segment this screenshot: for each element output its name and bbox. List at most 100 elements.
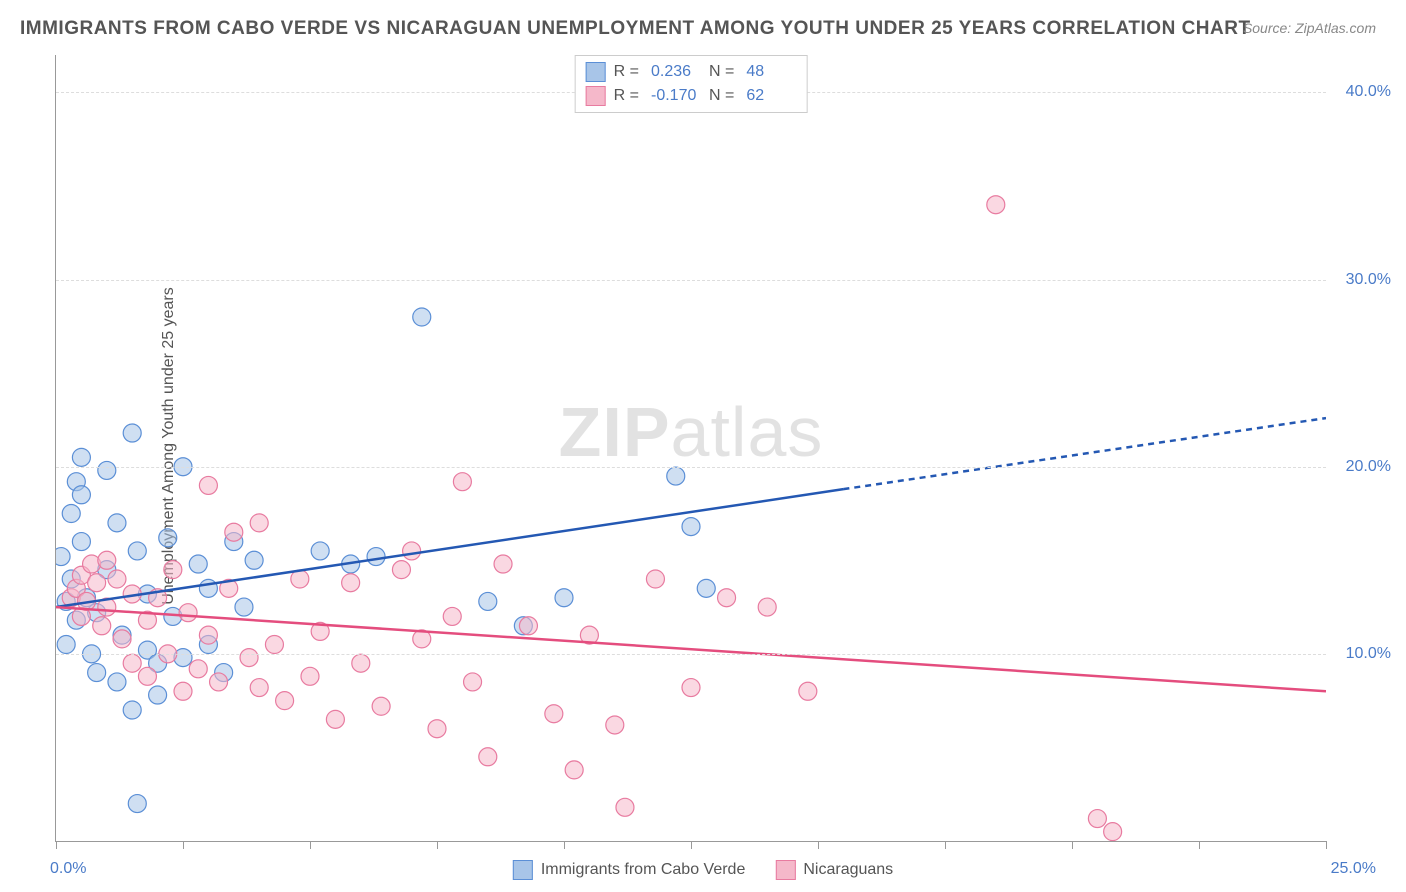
scatter-point xyxy=(210,673,228,691)
scatter-point xyxy=(413,308,431,326)
legend-item-0: Immigrants from Cabo Verde xyxy=(513,860,746,880)
trend-line-extrapolated xyxy=(843,418,1326,489)
scatter-point xyxy=(718,589,736,607)
legend-item-1: Nicaraguans xyxy=(775,860,893,880)
x-tick xyxy=(437,841,438,849)
legend-row-series-0: R = 0.236 N = 48 xyxy=(586,60,797,84)
scatter-point xyxy=(799,682,817,700)
x-tick xyxy=(56,841,57,849)
source-attribution: Source: ZipAtlas.com xyxy=(1243,20,1376,36)
scatter-point xyxy=(758,598,776,616)
scatter-point xyxy=(98,461,116,479)
n-label: N = xyxy=(709,87,734,105)
scatter-point xyxy=(428,720,446,738)
scatter-point xyxy=(479,748,497,766)
scatter-point xyxy=(174,682,192,700)
legend-label-0: Immigrants from Cabo Verde xyxy=(541,861,746,879)
r-value-0: 0.236 xyxy=(651,63,701,81)
scatter-point xyxy=(616,798,634,816)
x-tick xyxy=(1199,841,1200,849)
scatter-point xyxy=(443,607,461,625)
scatter-point xyxy=(565,761,583,779)
scatter-point xyxy=(372,697,390,715)
x-tick xyxy=(945,841,946,849)
scatter-point xyxy=(606,716,624,734)
scatter-point xyxy=(682,679,700,697)
scatter-point xyxy=(342,574,360,592)
scatter-point xyxy=(108,514,126,532)
scatter-point xyxy=(164,561,182,579)
x-tick xyxy=(1326,841,1327,849)
x-tick xyxy=(310,841,311,849)
scatter-point xyxy=(56,548,70,566)
scatter-point xyxy=(667,467,685,485)
scatter-point xyxy=(72,448,90,466)
scatter-point xyxy=(1104,823,1122,841)
r-label: R = xyxy=(614,63,639,81)
x-axis-min-label: 0.0% xyxy=(50,860,86,878)
scatter-point xyxy=(108,673,126,691)
x-tick xyxy=(564,841,565,849)
scatter-point xyxy=(464,673,482,691)
scatter-point xyxy=(189,555,207,573)
scatter-point xyxy=(301,667,319,685)
scatter-point xyxy=(519,617,537,635)
scatter-point xyxy=(403,542,421,560)
legend-row-series-1: R = -0.170 N = 62 xyxy=(586,84,797,108)
y-tick-label: 30.0% xyxy=(1346,271,1391,289)
scatter-point xyxy=(128,542,146,560)
scatter-point xyxy=(545,705,563,723)
scatter-point xyxy=(326,710,344,728)
scatter-point xyxy=(138,667,156,685)
scatter-point xyxy=(250,679,268,697)
scatter-point xyxy=(697,579,715,597)
n-label: N = xyxy=(709,63,734,81)
scatter-point xyxy=(225,523,243,541)
x-tick xyxy=(1072,841,1073,849)
legend-swatch-0 xyxy=(586,62,606,82)
scatter-point xyxy=(159,529,177,547)
gridline xyxy=(56,280,1326,281)
scatter-point xyxy=(265,636,283,654)
scatter-point xyxy=(108,570,126,588)
scatter-point xyxy=(57,636,75,654)
scatter-point xyxy=(311,542,329,560)
legend-swatch-1 xyxy=(586,86,606,106)
r-value-1: -0.170 xyxy=(651,87,701,105)
plot-area: ZIPatlas R = 0.236 N = 48 R = -0.170 N =… xyxy=(55,55,1326,842)
x-axis-max-label: 25.0% xyxy=(1331,860,1376,878)
scatter-point xyxy=(245,551,263,569)
scatter-point xyxy=(189,660,207,678)
scatter-point xyxy=(494,555,512,573)
scatter-point xyxy=(987,196,1005,214)
gridline xyxy=(56,654,1326,655)
scatter-point xyxy=(199,626,217,644)
x-tick xyxy=(818,841,819,849)
scatter-point xyxy=(123,424,141,442)
scatter-point xyxy=(276,692,294,710)
scatter-point xyxy=(179,604,197,622)
x-tick xyxy=(183,841,184,849)
scatter-point xyxy=(1088,810,1106,828)
scatter-point xyxy=(113,630,131,648)
scatter-point xyxy=(682,518,700,536)
n-value-0: 48 xyxy=(746,63,796,81)
scatter-point xyxy=(235,598,253,616)
scatter-point xyxy=(555,589,573,607)
legend-bottom-swatch-0 xyxy=(513,860,533,880)
n-value-1: 62 xyxy=(746,87,796,105)
scatter-point xyxy=(392,561,410,579)
scatter-point xyxy=(93,617,111,635)
gridline xyxy=(56,467,1326,468)
scatter-point xyxy=(123,701,141,719)
scatter-point xyxy=(250,514,268,532)
scatter-point xyxy=(128,795,146,813)
y-tick-label: 10.0% xyxy=(1346,645,1391,663)
scatter-point xyxy=(199,476,217,494)
scatter-point xyxy=(62,505,80,523)
x-tick xyxy=(691,841,692,849)
y-tick-label: 20.0% xyxy=(1346,458,1391,476)
r-label: R = xyxy=(614,87,639,105)
scatter-point xyxy=(453,473,471,491)
scatter-point xyxy=(149,686,167,704)
